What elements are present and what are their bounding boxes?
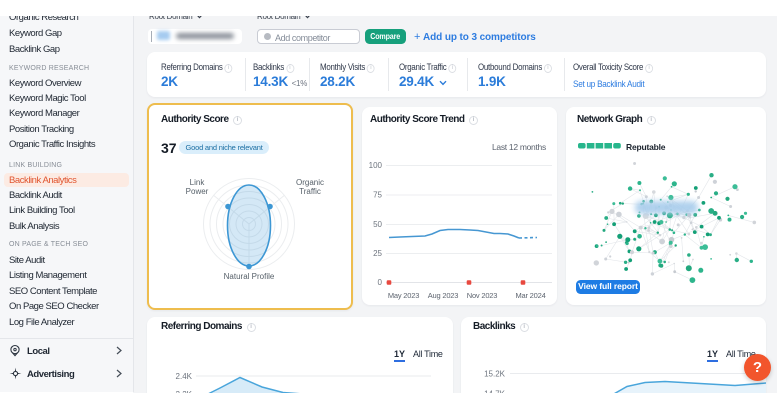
svg-text:50: 50	[373, 220, 382, 229]
svg-text:Nov 2023: Nov 2023	[467, 291, 498, 300]
svg-text:May 2023: May 2023	[388, 291, 419, 300]
svg-text:Mar 2024: Mar 2024	[515, 291, 545, 300]
svg-text:75: 75	[373, 191, 382, 200]
svg-text:0: 0	[378, 278, 383, 287]
svg-text:15.2K: 15.2K	[484, 370, 506, 379]
svg-text:2.4K: 2.4K	[176, 372, 193, 381]
svg-text:Aug 2023: Aug 2023	[428, 291, 459, 300]
svg-text:100: 100	[369, 161, 383, 170]
svg-text:25: 25	[373, 249, 382, 258]
